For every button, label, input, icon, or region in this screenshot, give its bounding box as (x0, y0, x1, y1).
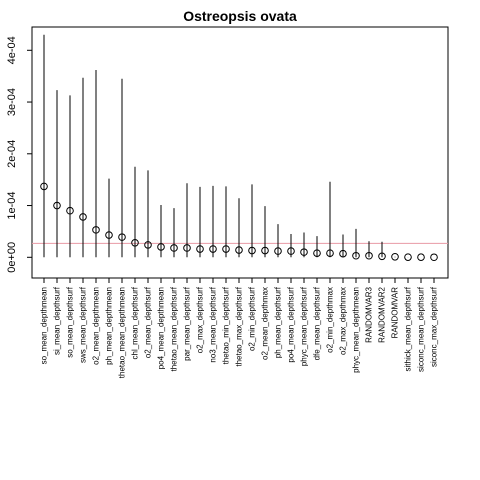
x-tick-label: sithick_mean_depthsurf (404, 286, 413, 371)
data-point (92, 226, 100, 234)
data-point (417, 253, 425, 261)
data-point (105, 231, 113, 239)
x-tick-label: ph_mean_depthsurf (274, 286, 283, 358)
x-tick-label: o2_min_depthsurf (248, 286, 257, 351)
data-point (170, 244, 178, 252)
x-tick-label: dfe_mean_depthsurf (313, 286, 322, 360)
plot-marks (32, 34, 448, 262)
x-tick-label: RANDOMVAR2 (378, 286, 387, 342)
plot-frame (31, 26, 449, 279)
x-tick-label: phyc_mean_depthsurf (300, 286, 309, 366)
x-tick-label: o2_max_depthmax (339, 287, 348, 355)
data-point (53, 201, 61, 210)
data-point (118, 233, 126, 241)
x-tick-label: chl_mean_depthsurf (131, 286, 140, 359)
x-tick-label: thetao_mean_depthsurf (170, 286, 179, 371)
y-tick-label: 1e-04 (6, 191, 18, 219)
data-point (183, 244, 191, 252)
y-axis: 0e+00 1e-04 2e-04 3e-04 4e-04 (6, 36, 32, 273)
data-point (131, 239, 139, 247)
data-point (287, 247, 295, 255)
data-point (365, 251, 373, 260)
x-tick-label: RANDOMVAR (391, 287, 400, 339)
data-point (144, 241, 152, 249)
x-tick-label: sws_mean_depthsurf (79, 286, 88, 363)
x-tick-label: so_mean_depthmean (40, 287, 49, 364)
data-point (66, 206, 74, 215)
x-tick-label: so_mean_depthsurf (66, 286, 75, 357)
x-tick-label: siconc_max_depthsurf (430, 286, 439, 367)
y-tick-label: 3e-04 (6, 88, 18, 116)
x-tick-label: par_mean_depthsurf (183, 286, 192, 361)
x-tick-label: thetao_min_depthsurf (222, 286, 231, 364)
data-point (157, 243, 165, 251)
x-tick-label: no3_mean_depthsurf (209, 286, 218, 362)
data-point (40, 182, 48, 191)
x-tick-label: o2_max_depthsurf (196, 286, 205, 353)
data-point (261, 246, 269, 255)
data-point (235, 246, 243, 254)
data-point (391, 252, 399, 261)
data-point (378, 252, 386, 261)
y-tick-label: 0e+00 (6, 242, 18, 273)
data-point (352, 251, 360, 260)
x-tick-label: thetao_mean_depthmean (118, 287, 127, 378)
data-point (326, 249, 334, 257)
data-point (430, 253, 438, 262)
data-point (339, 249, 347, 258)
x-axis: so_mean_depthmean si_mean_depthsurf so_mea… (40, 278, 439, 378)
x-tick-label: phyc_mean_depthmean (352, 287, 361, 373)
x-tick-label: o2_mean_depthsurf (144, 286, 153, 358)
x-tick-label: po4_mean_depthsurf (287, 286, 296, 362)
data-point (248, 246, 256, 255)
x-tick-label: thetao_max_depthsurf (235, 286, 244, 366)
y-tick-label: 2e-04 (6, 140, 18, 168)
data-point (79, 213, 87, 221)
x-tick-label: o2_min_depthmax (326, 287, 335, 353)
x-tick-label: RANDOMVAR3 (365, 286, 374, 342)
x-tick-label: siconc_mean_depthsurf (417, 286, 426, 372)
data-point (313, 249, 321, 257)
data-point (209, 245, 217, 253)
data-point (222, 245, 230, 253)
x-tick-label: ph_mean_depthmean (105, 287, 114, 365)
x-tick-label: o2_mean_depthmax (261, 287, 270, 360)
x-tick-label: po4_mean_depthmean (157, 287, 166, 369)
chart-title: Ostreopsis ovata (183, 8, 297, 24)
data-point (274, 247, 282, 255)
y-tick-label: 4e-04 (6, 36, 18, 64)
data-point (300, 248, 308, 256)
x-tick-label: si_mean_depthsurf (53, 286, 62, 355)
x-tick-label: o2_mean_depthmean (92, 287, 101, 365)
data-point (404, 253, 412, 261)
data-point (196, 245, 204, 253)
